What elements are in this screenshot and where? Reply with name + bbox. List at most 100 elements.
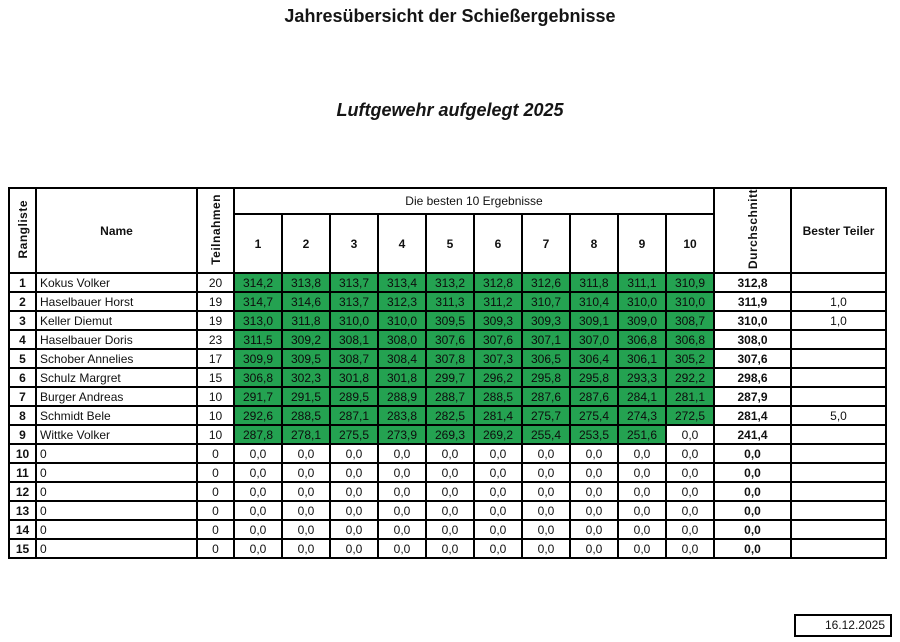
score-cell: 0,0 xyxy=(473,500,523,522)
average-cell: 241,4 xyxy=(713,424,792,446)
name-cell: 0 xyxy=(35,519,198,541)
participations-cell: 20 xyxy=(196,272,235,294)
score-cell: 288,9 xyxy=(377,386,427,408)
header-result-col-10: 10 xyxy=(665,213,715,275)
score-cell: 309,0 xyxy=(617,310,667,332)
score-cell: 282,5 xyxy=(425,405,475,427)
score-cell: 310,7 xyxy=(521,291,571,313)
name-cell: Kokus Volker xyxy=(35,272,198,294)
score-cell: 308,7 xyxy=(329,348,379,370)
score-cell: 309,5 xyxy=(281,348,331,370)
participations-cell: 19 xyxy=(196,310,235,332)
participations-cell: 17 xyxy=(196,348,235,370)
best-teiler-cell xyxy=(790,481,887,503)
header-result-col-2: 2 xyxy=(281,213,331,275)
score-cell: 251,6 xyxy=(617,424,667,446)
name-cell: Wittke Volker xyxy=(35,424,198,446)
rank-cell: 9 xyxy=(8,424,37,446)
score-cell: 311,1 xyxy=(617,272,667,294)
score-cell: 308,0 xyxy=(377,329,427,351)
score-cell: 272,5 xyxy=(665,405,715,427)
participations-cell: 23 xyxy=(196,329,235,351)
average-cell: 0,0 xyxy=(713,500,792,522)
score-cell: 0,0 xyxy=(473,462,523,484)
table-row: 11 0 0 0,0 0,0 0,0 0,0 0,0 0,0 0,0 0,0 0,0 0,0 0,0 xyxy=(8,462,887,484)
score-cell: 0,0 xyxy=(569,481,619,503)
score-cell: 307,6 xyxy=(473,329,523,351)
rank-cell: 5 xyxy=(8,348,37,370)
date-box: 16.12.2025 xyxy=(794,614,892,637)
score-cell: 0,0 xyxy=(281,462,331,484)
score-cell: 0,0 xyxy=(521,462,571,484)
score-cell: 307,6 xyxy=(425,329,475,351)
score-cell: 269,2 xyxy=(473,424,523,446)
rank-cell: 15 xyxy=(8,538,37,560)
rank-cell: 4 xyxy=(8,329,37,351)
header-result-col-5: 5 xyxy=(425,213,475,275)
score-cell: 0,0 xyxy=(617,500,667,522)
score-cell: 310,4 xyxy=(569,291,619,313)
score-cell: 313,4 xyxy=(377,272,427,294)
score-cell: 309,5 xyxy=(425,310,475,332)
score-cell: 308,4 xyxy=(377,348,427,370)
score-cell: 308,1 xyxy=(329,329,379,351)
score-cell: 0,0 xyxy=(617,538,667,560)
score-cell: 0,0 xyxy=(617,481,667,503)
score-cell: 295,8 xyxy=(569,367,619,389)
rank-cell: 1 xyxy=(8,272,37,294)
average-cell: 0,0 xyxy=(713,462,792,484)
score-cell: 0,0 xyxy=(233,538,283,560)
participations-cell: 10 xyxy=(196,386,235,408)
header-result-col-1: 1 xyxy=(233,213,283,275)
header-row-top: Rangliste Name Teilnahmen Die besten 10 … xyxy=(8,186,887,275)
score-cell: 306,5 xyxy=(521,348,571,370)
score-cell: 269,3 xyxy=(425,424,475,446)
score-cell: 0,0 xyxy=(329,481,379,503)
score-cell: 0,0 xyxy=(281,519,331,541)
name-cell: Haselbauer Horst xyxy=(35,291,198,313)
score-cell: 310,0 xyxy=(617,291,667,313)
rank-cell: 11 xyxy=(8,462,37,484)
score-cell: 0,0 xyxy=(281,443,331,465)
score-cell: 309,2 xyxy=(281,329,331,351)
score-cell: 309,3 xyxy=(473,310,523,332)
score-cell: 312,8 xyxy=(473,272,523,294)
table-row: 2 Haselbauer Horst 19 314,7 314,6 313,7 312,3 3… xyxy=(8,291,887,313)
score-cell: 306,8 xyxy=(665,329,715,351)
score-cell: 0,0 xyxy=(617,462,667,484)
score-cell: 0,0 xyxy=(233,443,283,465)
score-cell: 0,0 xyxy=(425,443,475,465)
header-teilnahmen-label: Teilnahmen xyxy=(208,193,223,265)
best-teiler-cell: 1,0 xyxy=(790,310,887,332)
score-cell: 313,8 xyxy=(281,272,331,294)
name-cell: 0 xyxy=(35,500,198,522)
score-cell: 309,1 xyxy=(569,310,619,332)
header-rangliste-label: Rangliste xyxy=(15,199,30,259)
score-cell: 0,0 xyxy=(377,481,427,503)
page-title: Jahresübersicht der Schießergebnisse xyxy=(284,6,616,26)
score-cell: 0,0 xyxy=(617,519,667,541)
score-cell: 288,5 xyxy=(473,386,523,408)
score-cell: 306,8 xyxy=(617,329,667,351)
score-cell: 306,4 xyxy=(569,348,619,370)
score-cell: 287,6 xyxy=(569,386,619,408)
score-cell: 292,6 xyxy=(233,405,283,427)
score-cell: 295,8 xyxy=(521,367,571,389)
score-cell: 0,0 xyxy=(425,500,475,522)
score-cell: 314,7 xyxy=(233,291,283,313)
participations-cell: 0 xyxy=(196,443,235,465)
header-name: Name xyxy=(35,186,198,275)
average-cell: 307,6 xyxy=(713,348,792,370)
score-cell: 288,5 xyxy=(281,405,331,427)
best-teiler-cell xyxy=(790,386,887,408)
table-row: 14 0 0 0,0 0,0 0,0 0,0 0,0 0,0 0,0 0,0 0,0 0,0 0,0 xyxy=(8,519,887,541)
page-subtitle: Luftgewehr aufgelegt 2025 xyxy=(336,100,564,120)
average-cell: 311,9 xyxy=(713,291,792,313)
header-teilnahmen: Teilnahmen xyxy=(196,186,235,275)
rank-cell: 12 xyxy=(8,481,37,503)
header-durchschnitt-label: Durchschnitt xyxy=(745,189,760,270)
table-row: 3 Keller Diemut 19 313,0 311,8 310,0 310,0 309,… xyxy=(8,310,887,332)
score-cell: 306,1 xyxy=(617,348,667,370)
score-cell: 0,0 xyxy=(329,462,379,484)
score-cell: 0,0 xyxy=(521,519,571,541)
